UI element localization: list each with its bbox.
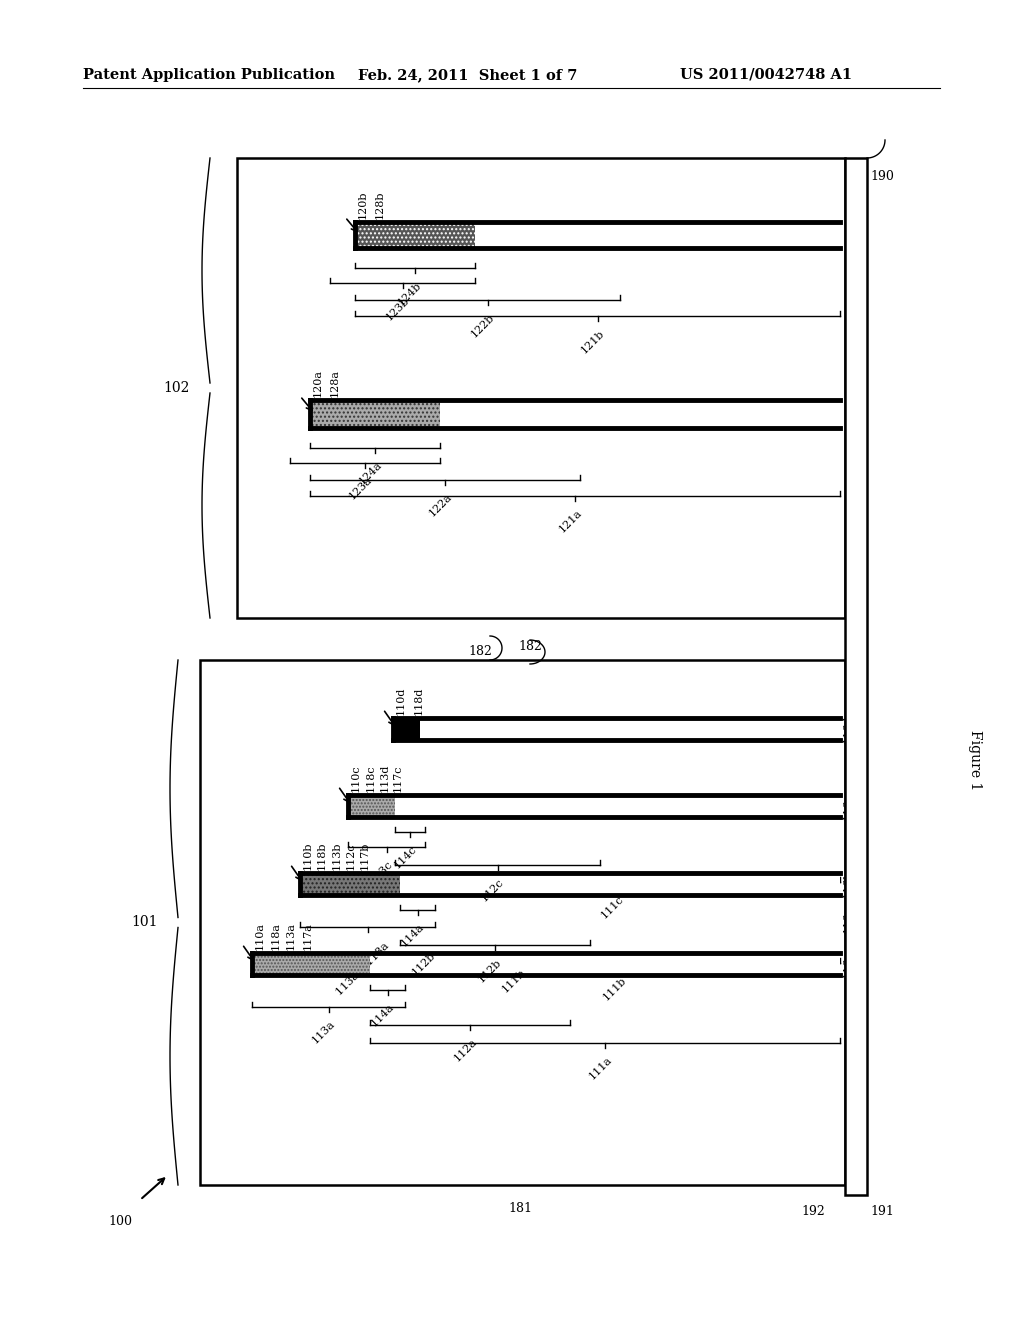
Text: 124a: 124a	[356, 459, 383, 487]
Bar	[237, 158, 845, 618]
Text: 112b: 112b	[476, 957, 504, 985]
Text: 113a: 113a	[310, 1019, 337, 1045]
Text: 111a: 111a	[587, 1055, 613, 1082]
Text: 118a: 118a	[271, 921, 281, 950]
Bar	[252, 953, 370, 975]
Text: 116d: 116d	[843, 715, 853, 743]
Bar	[348, 795, 395, 817]
Text: 110b: 110b	[303, 842, 313, 870]
Text: Patent Application Publication: Patent Application Publication	[83, 69, 335, 82]
Text: 114c: 114c	[392, 843, 418, 871]
Text: 116a: 116a	[843, 950, 853, 978]
Bar	[845, 158, 867, 1195]
Bar	[300, 873, 400, 895]
Text: 124b: 124b	[396, 280, 424, 308]
Text: 192: 192	[801, 1205, 825, 1218]
Text: 190: 190	[870, 170, 894, 183]
Text: 113c: 113c	[369, 859, 395, 886]
Text: 118d: 118d	[414, 686, 424, 715]
Text: 111b: 111b	[500, 968, 527, 994]
Text: 110d: 110d	[396, 686, 406, 715]
Text: 101: 101	[131, 916, 158, 929]
Text: 110a: 110a	[255, 921, 265, 950]
Text: 111c: 111c	[599, 894, 626, 920]
Text: 121b: 121b	[579, 327, 606, 355]
Text: 114a: 114a	[399, 921, 426, 949]
Bar	[348, 795, 840, 817]
Text: 121a: 121a	[557, 508, 584, 535]
Text: 117a: 117a	[303, 923, 313, 950]
Text: 116c: 116c	[843, 792, 853, 820]
Text: 120a: 120a	[313, 370, 323, 397]
Bar	[355, 222, 475, 248]
Text: Figure 1: Figure 1	[968, 730, 982, 791]
Bar	[300, 873, 840, 895]
Text: 118c: 118c	[366, 764, 376, 792]
Text: 112b: 112b	[410, 950, 437, 977]
Text: 111b: 111b	[601, 975, 629, 1002]
Text: 120b: 120b	[358, 190, 368, 219]
Text: 118b: 118b	[317, 842, 327, 870]
Text: 113a: 113a	[286, 921, 296, 950]
Text: 182: 182	[518, 640, 542, 653]
Text: 128b: 128b	[375, 190, 385, 219]
Text: 182: 182	[468, 645, 492, 657]
Bar	[393, 718, 840, 741]
Text: 123b: 123b	[384, 294, 411, 322]
Text: 126b: 126b	[847, 374, 857, 403]
Text: 112c: 112c	[346, 842, 356, 870]
Text: 122b: 122b	[469, 312, 496, 339]
Text: 191: 191	[870, 1205, 894, 1218]
Bar	[310, 400, 440, 428]
Text: 116: 116	[843, 912, 853, 933]
Text: 117b: 117b	[360, 842, 370, 870]
Text: 114a: 114a	[369, 1002, 396, 1028]
Text: 112a: 112a	[452, 1038, 478, 1064]
Text: 123a: 123a	[346, 475, 374, 502]
Bar	[200, 660, 845, 1185]
Text: 100: 100	[108, 1214, 132, 1228]
Text: 117c: 117c	[393, 764, 403, 792]
Bar	[355, 222, 475, 248]
Text: 116b: 116b	[843, 870, 853, 898]
Text: 181: 181	[508, 1203, 532, 1214]
Bar	[252, 953, 840, 975]
Text: 122a: 122a	[427, 492, 454, 519]
Text: 112c: 112c	[479, 876, 506, 904]
Bar	[300, 873, 400, 895]
Text: Feb. 24, 2011  Sheet 1 of 7: Feb. 24, 2011 Sheet 1 of 7	[358, 69, 578, 82]
Bar	[310, 400, 440, 428]
Text: US 2011/0042748 A1: US 2011/0042748 A1	[680, 69, 852, 82]
Text: 113a... 118a: 113a... 118a	[334, 941, 391, 998]
Bar	[348, 795, 395, 817]
Bar	[393, 718, 420, 741]
Text: 113d: 113d	[380, 764, 390, 792]
Text: 110c: 110c	[351, 764, 361, 792]
Bar	[252, 953, 370, 975]
Text: 128a: 128a	[330, 370, 340, 397]
Text: 102: 102	[164, 381, 190, 395]
Text: 113b: 113b	[332, 842, 342, 870]
